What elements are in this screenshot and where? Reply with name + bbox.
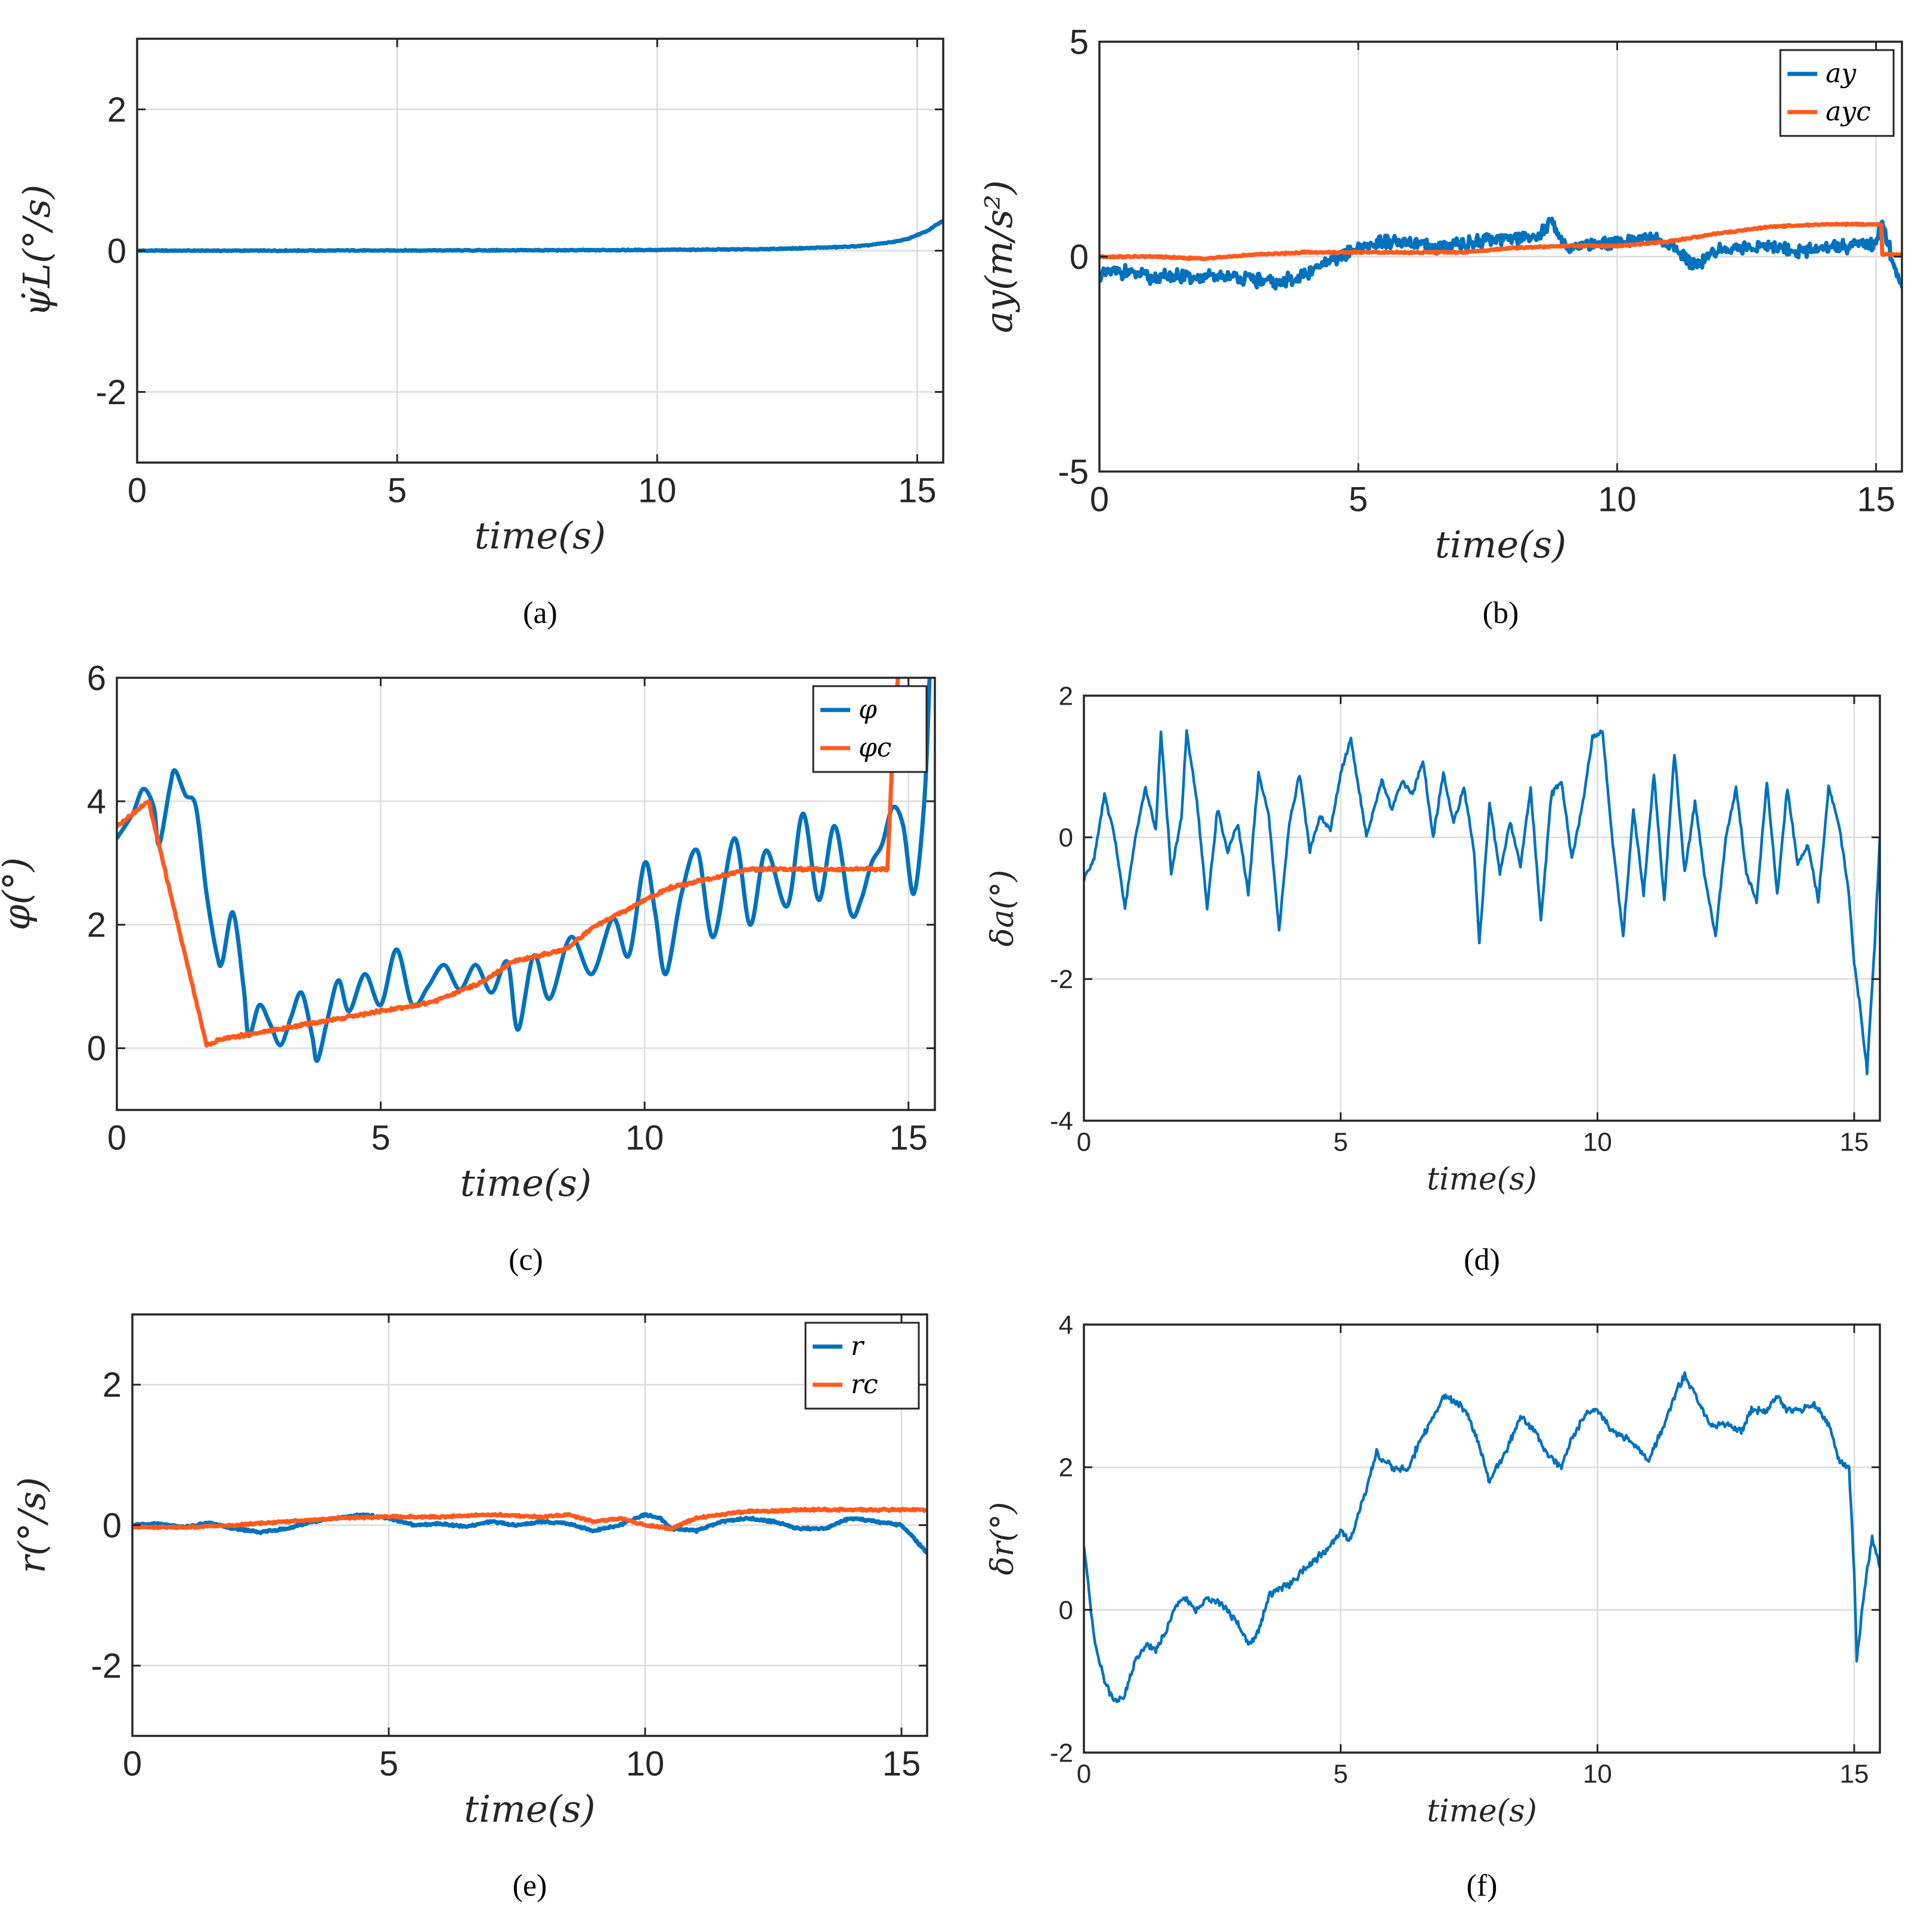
y-tick-label: 2 (87, 906, 106, 945)
x-tick-label: 0 (1077, 1128, 1091, 1157)
y-tick-label: 0 (87, 1029, 106, 1068)
x-axis-label: time(s) (1427, 1794, 1537, 1829)
panel-caption: (b) (1483, 596, 1519, 630)
legend-box (1779, 49, 1895, 137)
panel-c: 0 5 10 15 0 2 4 6 time(s) φ(°) φ φc (c) (0, 659, 936, 1277)
x-tick-label: 5 (379, 1745, 398, 1784)
y-tick-label: 2 (107, 91, 126, 129)
y-tick-label: 4 (87, 782, 106, 821)
x-tick-label: 15 (1857, 480, 1895, 519)
x-tick-label: 0 (1077, 1760, 1091, 1789)
x-tick-label: 10 (625, 1119, 664, 1158)
y-tick-label: 6 (87, 659, 106, 697)
legend-label: ay (1826, 58, 1857, 89)
series-line-δa (1084, 729, 1880, 1075)
x-tick-label: 10 (1583, 1128, 1612, 1157)
x-axis-label: time(s) (1435, 523, 1566, 566)
x-tick-label: 5 (1349, 480, 1368, 519)
plot-area (1084, 1325, 1880, 1753)
x-tick-label: 15 (882, 1745, 921, 1784)
x-tick-label: 15 (889, 1119, 928, 1158)
y-tick-label: -2 (1050, 965, 1073, 994)
y-axis-label: φ(°) (0, 857, 38, 931)
legend-label: φ (859, 694, 877, 725)
legend: φ φc (812, 685, 928, 773)
x-tick-label: 15 (898, 472, 937, 510)
x-tick-label: 5 (1333, 1128, 1347, 1157)
y-axis-label: δa(°) (985, 870, 1021, 947)
y-axis-label: δr(°) (985, 1502, 1021, 1576)
x-tick-label: 10 (626, 1745, 665, 1784)
x-tick-label: 10 (638, 472, 677, 510)
x-tick-label: 0 (128, 472, 147, 510)
series-line-r (132, 1512, 927, 1556)
x-tick-label: 0 (1090, 480, 1109, 519)
y-axis-label: ψ̇L(°/s) (15, 185, 58, 317)
legend: r rc (804, 1322, 920, 1410)
panel-caption: (d) (1464, 1243, 1500, 1277)
legend-label: φc (859, 733, 891, 763)
y-tick-label: 2 (1059, 1453, 1073, 1483)
panel-caption: (f) (1467, 1869, 1498, 1903)
panel-caption: (a) (523, 596, 557, 630)
x-tick-label: 5 (371, 1119, 390, 1158)
x-tick-label: 5 (1333, 1760, 1347, 1789)
legend-label: r (851, 1331, 865, 1362)
x-axis-label: time(s) (460, 1161, 591, 1205)
series-line-ψ̇L (137, 219, 943, 253)
y-tick-label: 5 (1070, 23, 1089, 61)
x-tick-label: 15 (1839, 1760, 1869, 1789)
y-tick-label: -4 (1050, 1106, 1073, 1136)
x-axis-label: time(s) (464, 1787, 595, 1831)
legend-label: ayc (1826, 97, 1871, 127)
y-tick-label: 2 (1059, 681, 1073, 711)
x-axis-label: time(s) (1427, 1162, 1537, 1198)
y-tick-label: 0 (1070, 238, 1089, 277)
axes-box (116, 677, 936, 1111)
legend-box (812, 685, 928, 773)
axes-box (1083, 694, 1881, 1122)
series-line-φ (117, 678, 932, 1063)
series-line-ay (1099, 216, 1902, 291)
panel-e: 0 5 10 15 -2 0 2 time(s) r(°/s) r rc (e) (10, 1313, 928, 1903)
series-line-rc (132, 1506, 927, 1531)
x-tick-label: 10 (1583, 1760, 1612, 1789)
y-tick-label: 0 (103, 1506, 122, 1545)
x-tick-label: 10 (1598, 480, 1637, 519)
y-tick-label: -2 (95, 373, 126, 412)
y-tick-label: 2 (103, 1366, 122, 1404)
y-tick-label: 4 (1059, 1310, 1073, 1339)
axes-box (1083, 1323, 1881, 1754)
y-tick-label: -2 (1050, 1738, 1073, 1767)
x-tick-label: 15 (1839, 1128, 1869, 1157)
panel-caption: (e) (513, 1869, 547, 1903)
plot-area (117, 678, 935, 1110)
x-axis-label: time(s) (475, 514, 606, 557)
y-axis-label: ay(m/s²) (977, 180, 1021, 333)
y-tick-label: -2 (91, 1646, 122, 1685)
panel-caption: (c) (509, 1243, 543, 1277)
legend: ay ayc (1779, 49, 1895, 137)
series-line-ayc (1099, 221, 1902, 262)
y-tick-label: -5 (1058, 452, 1089, 491)
panel-d: 0 5 10 15 -4 -2 0 2 time(s) δa(°) (d) (985, 681, 1881, 1277)
series-line-δr (1084, 1371, 1880, 1704)
y-tick-label: 0 (107, 232, 126, 271)
panel-a: 0 5 10 15 -2 0 2 time(s) ψ̇L(°/s) (a) (15, 38, 944, 630)
y-tick-label: 0 (1059, 823, 1073, 852)
x-tick-label: 5 (388, 472, 407, 510)
y-axis-label: r(°/s) (10, 1477, 54, 1574)
legend-label: rc (851, 1369, 878, 1400)
y-tick-label: 0 (1059, 1596, 1073, 1625)
x-tick-label: 0 (107, 1119, 126, 1158)
x-tick-label: 0 (123, 1745, 142, 1784)
legend-box (804, 1322, 920, 1410)
series-line-φc (117, 678, 900, 1048)
